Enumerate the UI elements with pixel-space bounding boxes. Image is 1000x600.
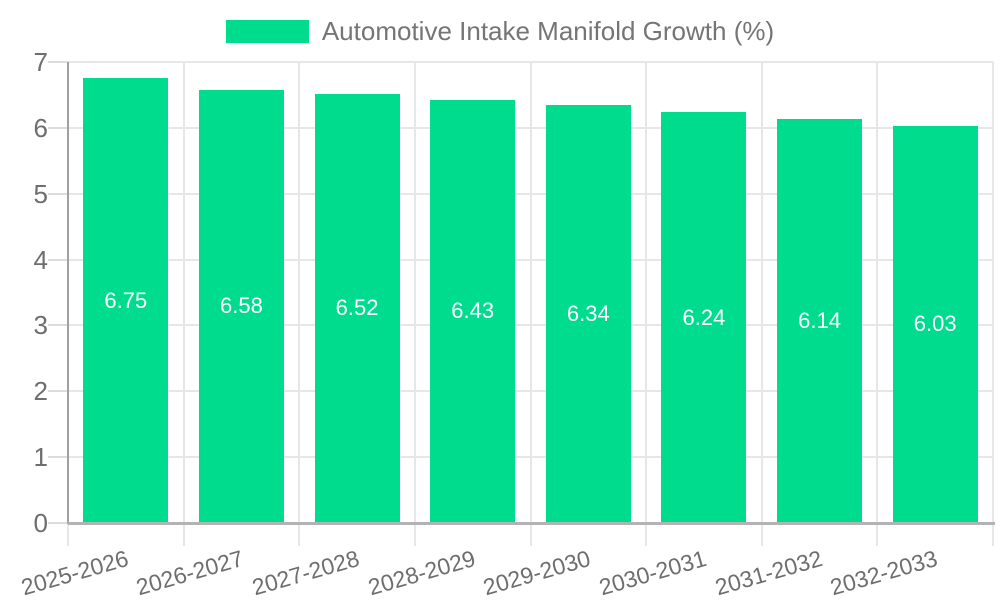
bar-value-label: 6.34 [566,301,610,327]
bar-value-label: 6.58 [220,293,263,319]
legend[interactable]: Automotive Intake Manifold Growth (%) [0,15,1000,47]
y-axis-label: 0 [33,508,48,538]
bar[interactable] [892,125,978,523]
y-axis-tick [48,126,68,129]
x-axis-tick [67,523,69,546]
x-gridline [182,62,185,523]
x-axis-tick [529,523,532,546]
y-axis-tick [48,61,68,63]
bar[interactable] [545,105,631,523]
x-axis-tick [992,523,994,546]
y-axis-tick [48,324,68,327]
x-axis-tick [182,523,185,546]
y-axis-label: 5 [33,178,48,209]
x-gridline [298,62,301,523]
x-axis-tick [760,523,763,546]
bar[interactable] [83,78,169,523]
y-axis-tick [48,192,68,195]
y-axis-label: 2 [33,376,48,407]
bar-value-label: 6.52 [335,295,379,321]
x-gridline [645,62,648,523]
bar-value-label: 6.14 [798,307,841,333]
x-axis-tick [645,523,648,546]
legend-label: Automotive Intake Manifold Growth (%) [321,16,775,46]
y-axis-label: 1 [33,442,48,473]
bar[interactable] [661,112,747,523]
x-axis-tick [876,523,879,546]
bar-value-label: 6.75 [104,287,148,313]
bar-value-label: 6.24 [682,304,726,330]
y-axis-label: 3 [33,310,48,341]
y-axis-tick [48,522,68,524]
x-gridline [876,62,879,523]
x-axis-tick [298,523,301,546]
y-axis-tick [48,456,68,459]
bar[interactable] [198,89,284,523]
x-gridline [413,62,416,523]
y-axis-line [67,62,69,524]
bar-value-label: 6.43 [451,298,495,324]
y-axis-label: 6 [33,112,48,143]
y-axis-tick [48,390,68,393]
y-axis-label: 7 [33,47,48,77]
bar[interactable] [777,118,863,523]
y-axis-tick [48,258,68,261]
legend-swatch [225,19,309,43]
bar[interactable] [314,93,400,523]
x-gridline [992,62,994,523]
x-gridline [529,62,532,523]
x-gridline [760,62,763,523]
bar[interactable] [430,99,516,523]
y-axis-label: 4 [33,244,48,275]
bar-value-label: 6.03 [913,311,957,337]
x-axis-line [68,522,995,525]
x-axis-tick [413,523,416,546]
